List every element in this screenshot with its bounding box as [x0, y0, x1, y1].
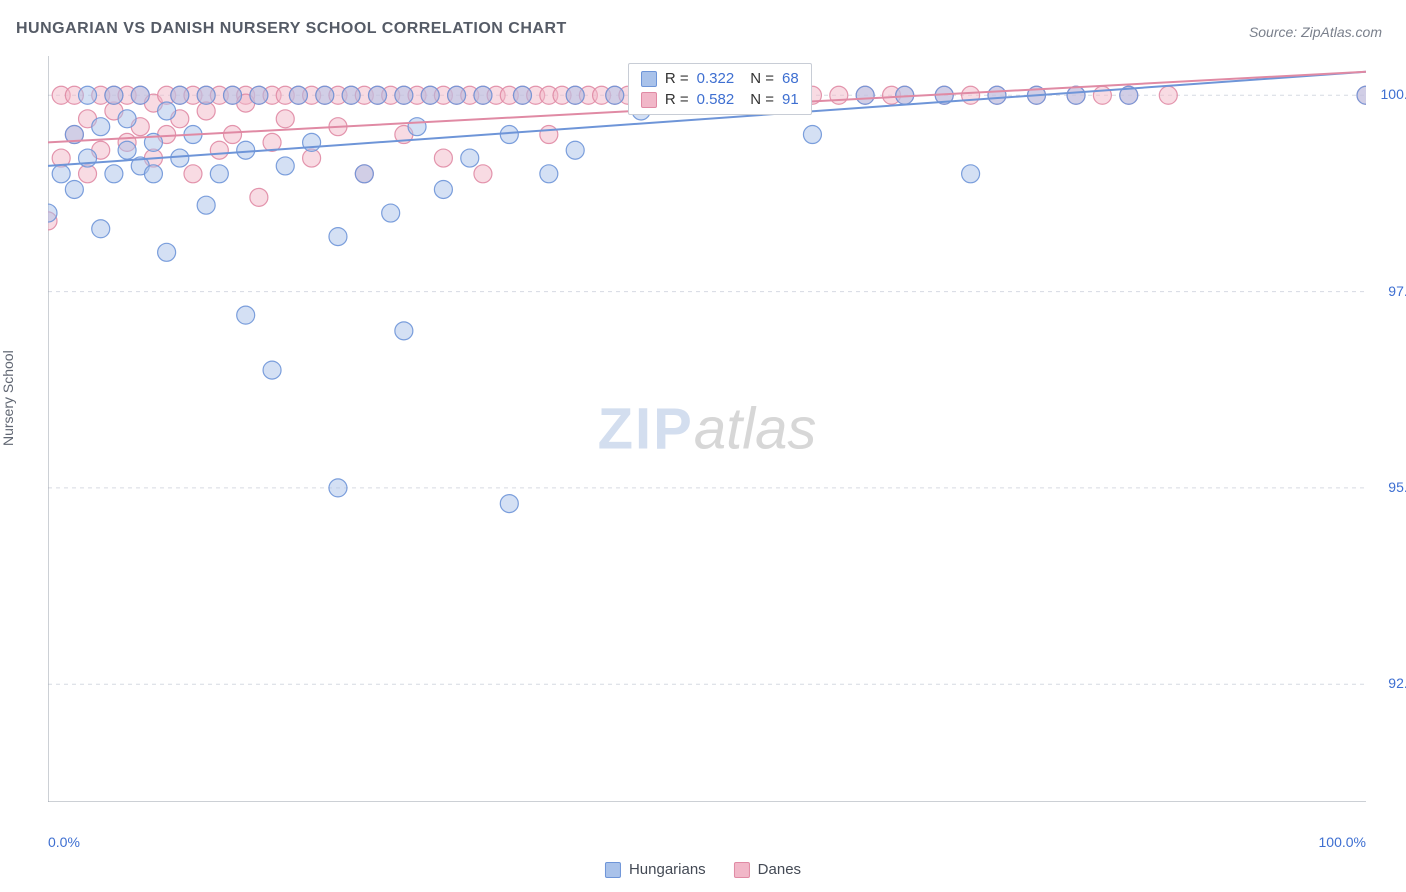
x-max-label: 100.0%	[1319, 834, 1366, 850]
scatter-chart	[48, 56, 1366, 802]
y-tick-label: 100.0%	[1381, 86, 1406, 102]
x-axis-labels: 0.0% 100.0%	[48, 834, 1366, 850]
y-tick-label: 95.0%	[1388, 479, 1406, 495]
plot-area: ZIPatlas R =0.322N =68R =0.582N =91 92.5…	[48, 56, 1366, 802]
y-tick-label: 97.5%	[1388, 283, 1406, 299]
stats-row: R =0.582N =91	[629, 89, 811, 110]
legend-item: Hungarians	[605, 861, 706, 878]
x-min-label: 0.0%	[48, 834, 80, 850]
legend-item: Danes	[734, 861, 801, 878]
stats-box: R =0.322N =68R =0.582N =91	[628, 63, 812, 115]
chart-title: HUNGARIAN VS DANISH NURSERY SCHOOL CORRE…	[16, 20, 567, 38]
legend: Hungarians Danes	[605, 861, 801, 878]
y-axis-label: Nursery School	[0, 350, 16, 446]
stats-row: R =0.322N =68	[629, 68, 811, 89]
y-tick-label: 92.5%	[1388, 675, 1406, 691]
source-label: Source: ZipAtlas.com	[1249, 24, 1382, 40]
